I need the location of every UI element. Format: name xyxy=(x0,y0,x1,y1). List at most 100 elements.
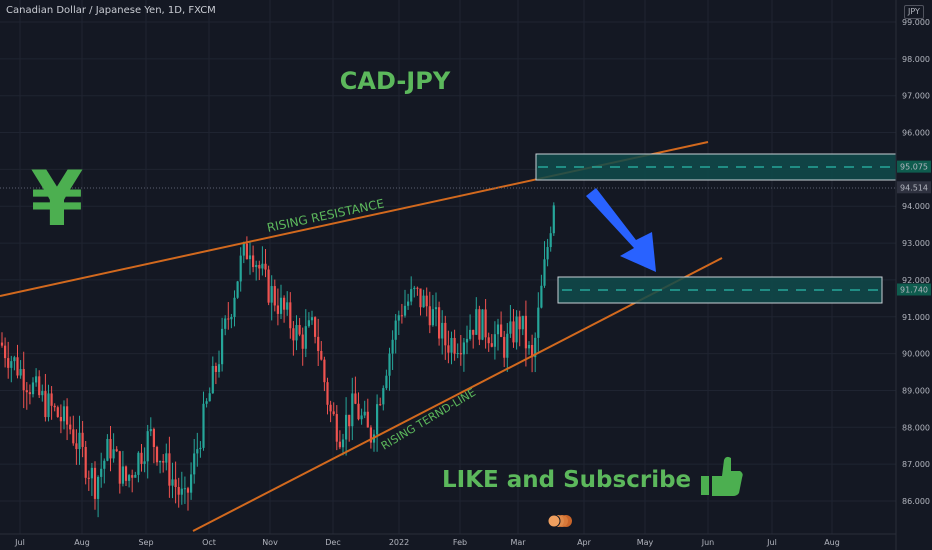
candle-body xyxy=(143,461,146,464)
candle-body xyxy=(422,295,425,308)
candle-body xyxy=(10,361,13,368)
candle-body xyxy=(137,452,140,475)
symbol-title[interactable]: Canadian Dollar / Japanese Yen, 1D, FXCM xyxy=(6,5,216,16)
price-axis[interactable] xyxy=(896,0,932,550)
candle-body xyxy=(518,316,521,330)
candle-body xyxy=(13,357,16,362)
candle-body xyxy=(506,333,509,358)
time-tick-label: Mar xyxy=(510,538,526,547)
candle-body xyxy=(292,328,295,341)
candle-body xyxy=(434,307,438,310)
candle-body xyxy=(199,447,202,450)
candle-body xyxy=(22,369,25,391)
candle-body xyxy=(245,243,248,260)
candle-body xyxy=(444,322,447,346)
time-axis-ticks[interactable]: Jul Aug Sep Oct Nov Dec 2022 Feb Mar Apr May Jun Jul… xyxy=(14,538,840,547)
price-label: 91.740 xyxy=(900,286,928,295)
candle-body xyxy=(286,302,289,310)
candle-body xyxy=(81,432,84,447)
candle-body xyxy=(230,316,233,320)
candle-body xyxy=(345,414,348,440)
candle-body xyxy=(481,309,484,340)
candle-body xyxy=(16,357,19,376)
candle-body xyxy=(168,453,171,486)
candle-body xyxy=(100,468,103,477)
candle-body xyxy=(217,364,221,372)
down-arrow-icon[interactable] xyxy=(586,188,656,272)
currency-badge[interactable]: JPY xyxy=(904,5,924,19)
thumbs-up-icon xyxy=(701,456,743,496)
candle-body xyxy=(59,416,62,422)
candle-body xyxy=(25,390,28,393)
candle-body xyxy=(31,382,35,395)
candle-body xyxy=(472,329,475,335)
candle-body xyxy=(295,325,298,341)
candle-body xyxy=(202,403,205,448)
price-tick-label: 96.000 xyxy=(902,129,930,138)
candle-body xyxy=(403,305,407,316)
candle-body xyxy=(165,453,168,463)
candle-body xyxy=(329,404,332,412)
time-tick-label: Aug xyxy=(74,538,90,547)
candle-body xyxy=(310,317,314,321)
resistance-zone[interactable] xyxy=(535,153,897,181)
candle-body xyxy=(47,393,50,418)
candle-body xyxy=(431,309,434,326)
candle-body xyxy=(363,411,366,416)
price-label: 95.075 xyxy=(900,163,928,172)
candle-body xyxy=(214,365,217,372)
price-label-bg xyxy=(897,160,931,173)
candle-body xyxy=(484,309,487,338)
candle-body xyxy=(270,286,273,303)
candle-body xyxy=(258,264,261,269)
candle-body xyxy=(493,334,496,347)
candle-body xyxy=(211,365,214,394)
price-tick-label: 87.000 xyxy=(902,460,930,469)
candle-body xyxy=(369,427,372,443)
time-tick-label: May xyxy=(637,538,654,547)
candle-body xyxy=(66,406,69,425)
time-tick-label: Nov xyxy=(262,538,278,547)
candle-body xyxy=(261,263,264,269)
time-tick-label: Sep xyxy=(138,538,153,547)
time-tick-label: Apr xyxy=(577,538,592,547)
price-tick-label: 90.000 xyxy=(902,350,930,359)
price-label-bg xyxy=(897,283,931,296)
candle-body xyxy=(323,359,326,383)
candle-body xyxy=(180,488,183,495)
candle-body xyxy=(106,438,109,461)
candle-body xyxy=(128,475,131,481)
candle-body xyxy=(273,286,276,306)
candle-body xyxy=(124,466,128,481)
candle-body xyxy=(351,393,354,427)
candle-body xyxy=(335,414,338,442)
candle-body xyxy=(469,329,472,339)
candle-body xyxy=(41,391,44,396)
candle-body xyxy=(0,342,4,346)
candle-body xyxy=(332,411,335,415)
candle-body xyxy=(549,233,552,248)
candle-body xyxy=(450,337,453,353)
candle-body xyxy=(388,353,391,376)
events-icon[interactable] xyxy=(547,514,572,528)
candle-body xyxy=(385,375,388,389)
candle-body xyxy=(162,461,165,463)
candle-body xyxy=(193,453,196,475)
target-zone[interactable] xyxy=(557,276,883,304)
candle-body xyxy=(131,475,134,478)
candle-body xyxy=(478,309,481,340)
candle-body xyxy=(376,404,379,435)
candle-body xyxy=(320,350,323,360)
candle-body xyxy=(109,438,112,459)
time-tick-label: Aug xyxy=(824,538,840,547)
candle-body xyxy=(177,487,180,495)
candle-body xyxy=(44,391,47,418)
candle-body xyxy=(75,443,78,450)
candle-body xyxy=(490,343,493,347)
candle-body xyxy=(341,439,345,448)
candle-body xyxy=(171,479,174,486)
candle-body xyxy=(279,297,283,314)
time-tick-label: Jul xyxy=(766,538,777,547)
candle-body xyxy=(19,369,22,376)
